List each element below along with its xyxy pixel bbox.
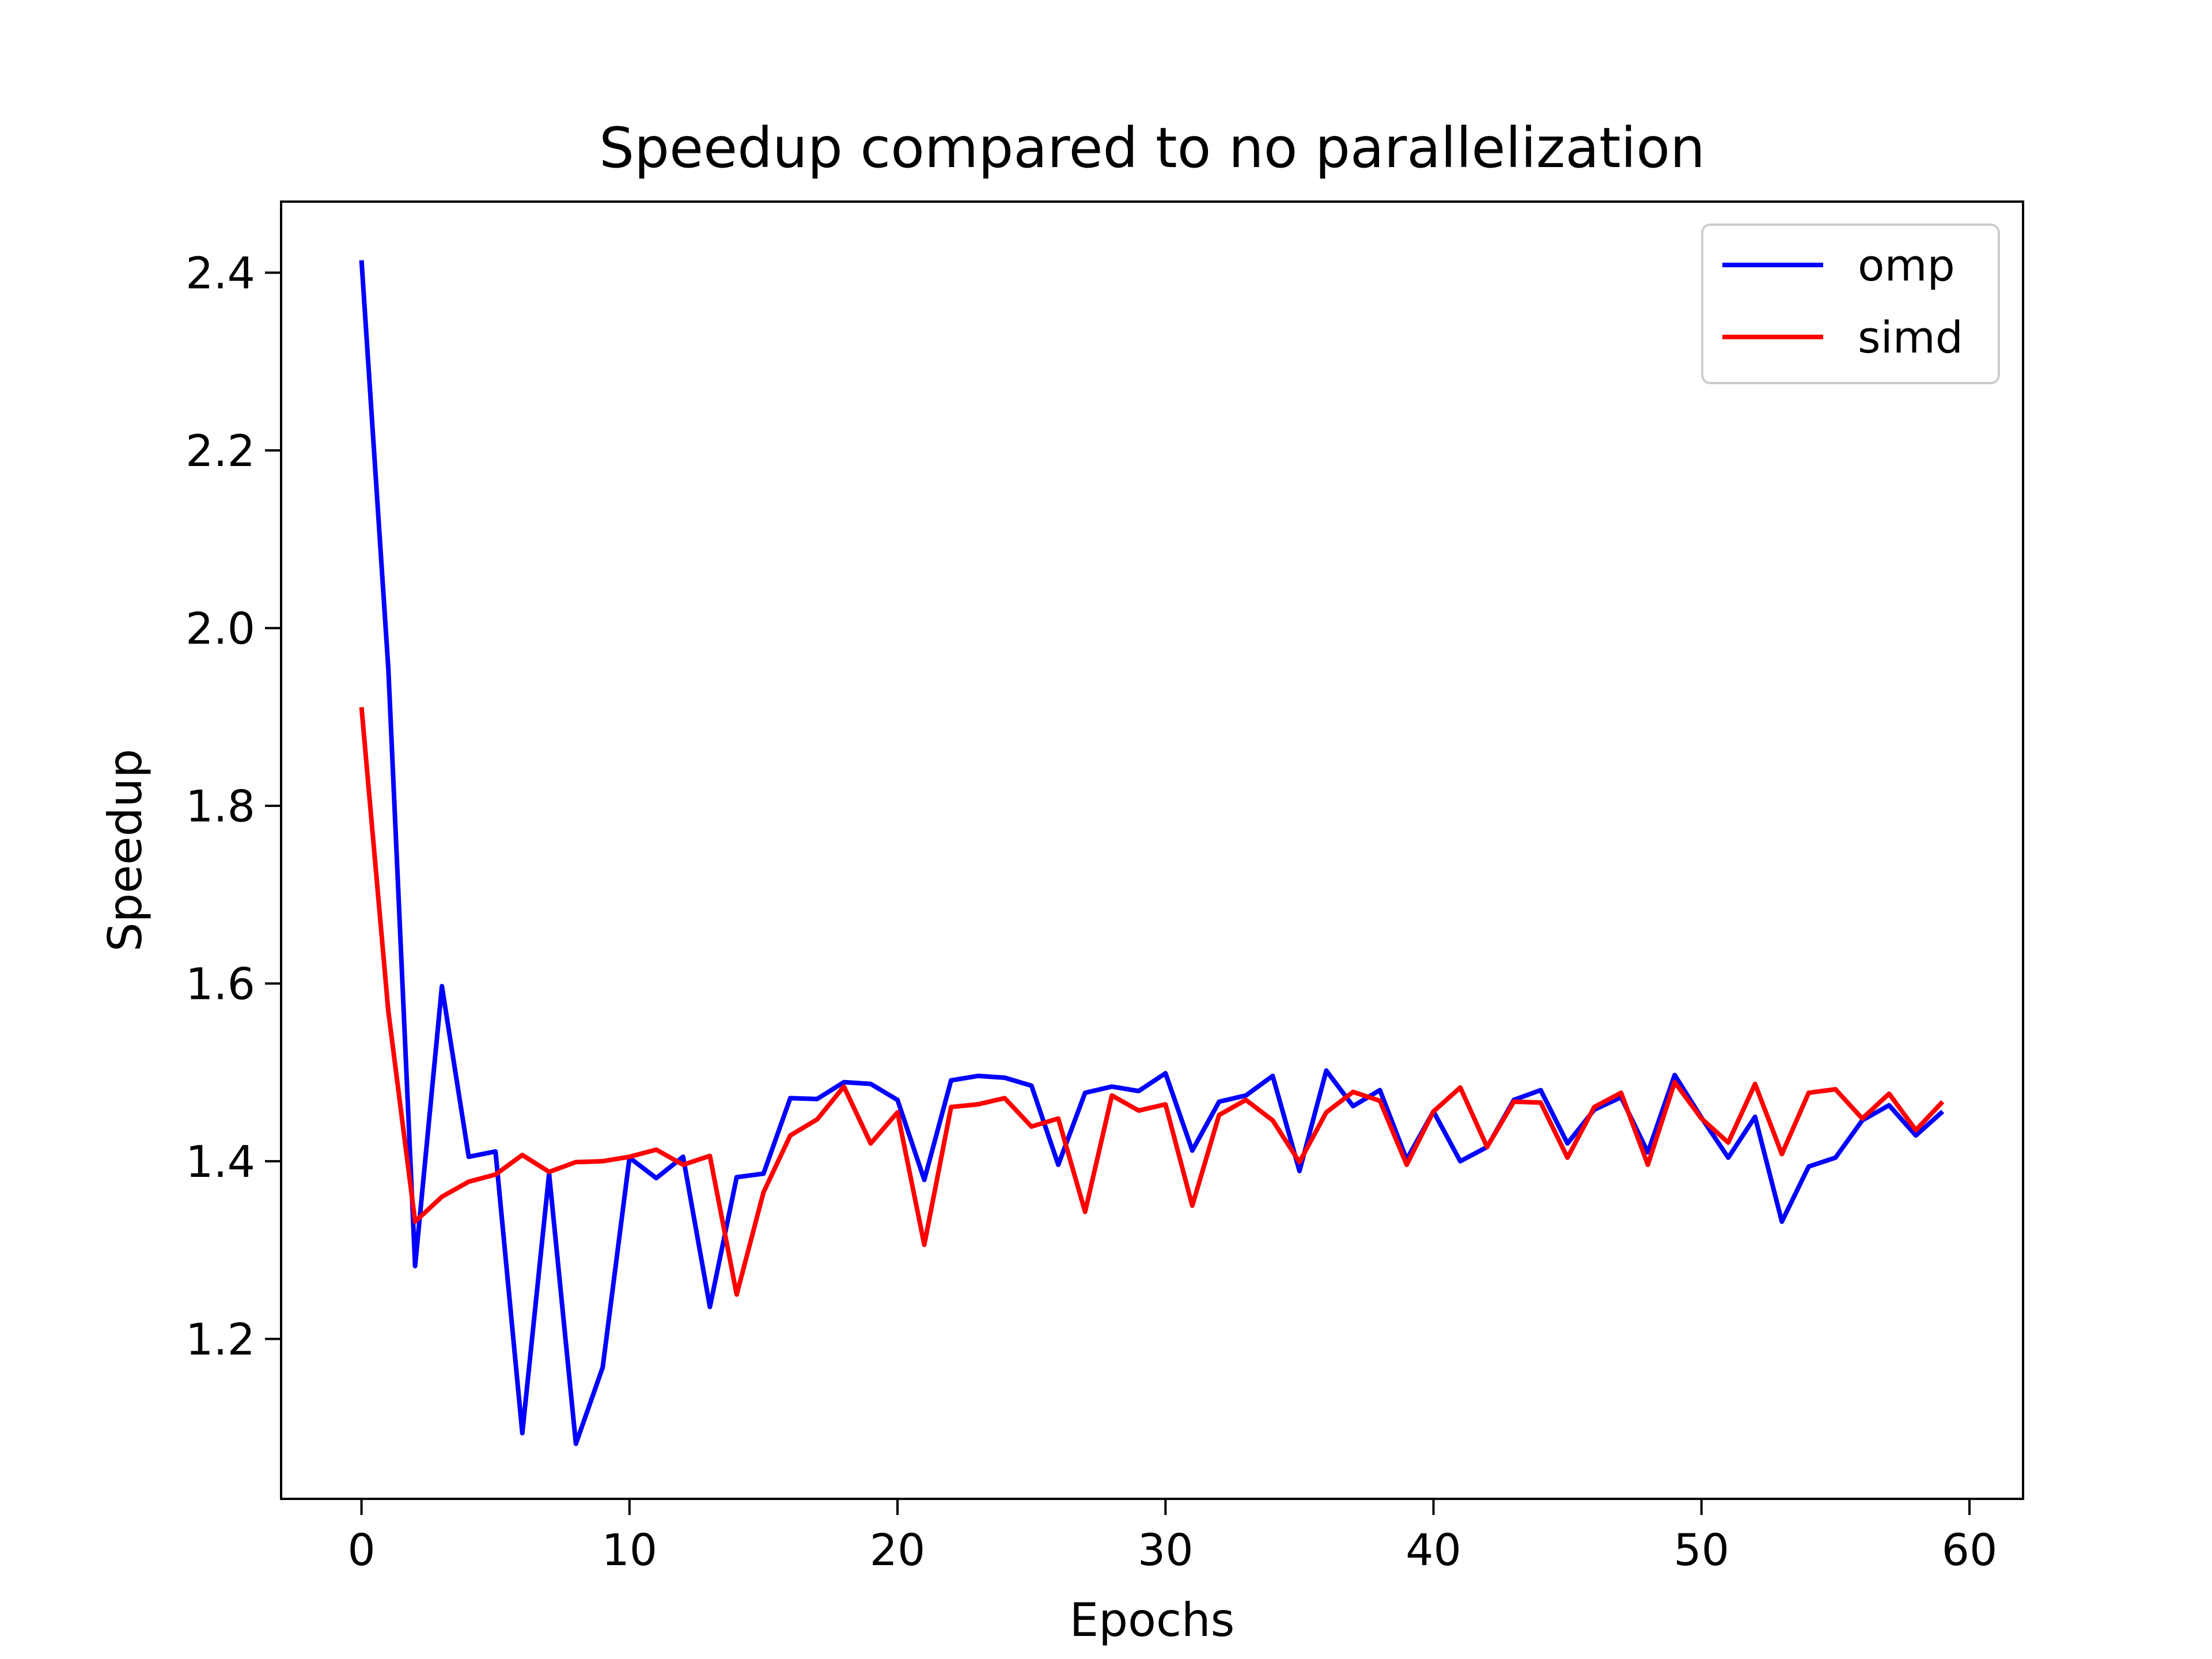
x-tick-label: 10	[601, 1524, 657, 1575]
x-axis-label: Epochs	[1070, 1593, 1235, 1647]
x-tick-label: 60	[1942, 1524, 1998, 1575]
y-tick-label: 1.8	[185, 781, 255, 832]
plot-frame	[280, 200, 2024, 1500]
chart-title: Speedup compared to no parallelization	[599, 116, 1705, 180]
series-layer	[359, 260, 1945, 1446]
x-tick-label: 50	[1673, 1524, 1729, 1575]
x-tick-label: 0	[347, 1524, 375, 1575]
y-tick-label: 2.0	[185, 603, 255, 654]
x-tick-label: 40	[1406, 1524, 1461, 1575]
legend-label-simd: simd	[1858, 312, 1963, 363]
y-tick-label: 1.2	[185, 1313, 255, 1365]
y-axis: 1.2 1.4 1.6 1.8 2.0 2.2 2.4	[185, 247, 281, 1365]
y-tick-label: 2.4	[185, 247, 255, 298]
y-tick-label: 2.2	[185, 425, 255, 476]
y-tick-label: 1.4	[185, 1136, 255, 1187]
x-tick-label: 30	[1138, 1524, 1194, 1575]
legend: omp simd	[1701, 224, 2000, 384]
x-axis: 0 10 20 30 40 50 60	[347, 1499, 1997, 1575]
series-line-simd	[359, 707, 1945, 1297]
series-line-omp	[359, 260, 1945, 1446]
y-axis-label: Speedup	[99, 749, 152, 952]
legend-label-omp: omp	[1858, 240, 1955, 291]
x-tick-label: 20	[870, 1524, 926, 1575]
y-tick-label: 1.6	[185, 958, 255, 1009]
plot-area	[280, 200, 2024, 1500]
